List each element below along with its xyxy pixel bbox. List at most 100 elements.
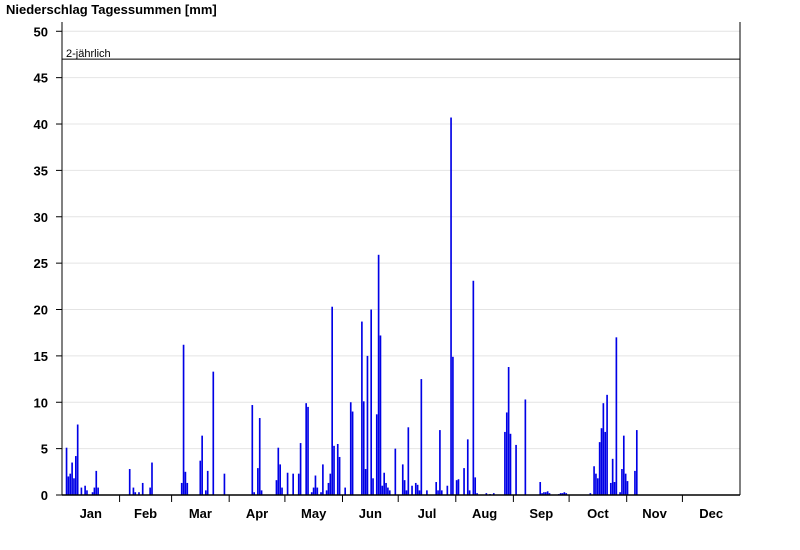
bar xyxy=(93,487,96,495)
bar xyxy=(338,456,341,495)
bar xyxy=(71,462,73,495)
bar xyxy=(372,478,374,495)
bar xyxy=(615,337,618,495)
bar xyxy=(565,493,568,495)
bar xyxy=(593,466,595,495)
bar xyxy=(611,458,614,495)
y-tick-label: 40 xyxy=(34,117,48,132)
bar xyxy=(635,430,638,495)
bar xyxy=(403,480,406,495)
reference-line-group: 2-jährlich xyxy=(62,48,740,60)
bar xyxy=(595,473,597,495)
x-tick-label: May xyxy=(301,506,327,521)
bar xyxy=(474,477,477,495)
bar xyxy=(463,468,465,495)
bar xyxy=(69,473,72,495)
bar xyxy=(305,403,307,495)
x-tick-label: Sep xyxy=(529,506,553,521)
gridlines xyxy=(62,30,740,450)
y-tick-label: 10 xyxy=(34,395,48,410)
bar xyxy=(132,487,135,495)
bar xyxy=(416,484,419,495)
bar xyxy=(212,371,215,495)
axes: 0 5 10 15 20 25 30 35 40 45 50 Jan Feb Mar Apr May Jun Ju… xyxy=(34,22,741,521)
bar xyxy=(297,473,300,495)
bar xyxy=(476,493,478,495)
bar xyxy=(379,335,382,495)
bar xyxy=(141,482,144,495)
bar xyxy=(457,479,460,495)
bar xyxy=(299,443,302,495)
bar xyxy=(515,444,517,495)
bar xyxy=(149,487,151,495)
bar xyxy=(257,468,259,495)
x-tick-label: Dec xyxy=(699,506,723,521)
bar xyxy=(75,456,77,495)
bar xyxy=(312,487,315,495)
bar xyxy=(351,411,354,495)
x-tick-label: Nov xyxy=(642,506,667,521)
bar xyxy=(344,487,347,495)
bar xyxy=(544,492,547,495)
bar xyxy=(84,485,86,495)
bar xyxy=(86,490,88,495)
bar xyxy=(405,490,408,495)
bar xyxy=(548,493,551,495)
bar xyxy=(205,490,207,495)
bar xyxy=(387,487,389,495)
bar xyxy=(600,428,603,495)
bar xyxy=(606,394,608,495)
bar xyxy=(292,473,294,495)
bar xyxy=(604,431,607,495)
bar xyxy=(316,487,319,495)
bar xyxy=(385,482,387,495)
bar xyxy=(281,487,283,495)
y-tick-label: 25 xyxy=(34,256,48,271)
bar xyxy=(260,490,263,495)
bar xyxy=(609,482,612,495)
bar xyxy=(314,475,317,495)
y-tick-label: 0 xyxy=(41,488,48,503)
bar xyxy=(472,280,475,495)
bar xyxy=(394,448,397,495)
bar xyxy=(201,435,203,495)
bar xyxy=(253,492,255,495)
bar xyxy=(251,405,254,495)
y-tick-label: 30 xyxy=(34,210,48,225)
bar xyxy=(286,472,289,495)
bar xyxy=(440,490,443,495)
bar-series xyxy=(65,117,638,495)
bar xyxy=(377,254,380,495)
bar xyxy=(138,492,140,495)
y-tick-label: 45 xyxy=(34,71,48,86)
y-tick-label: 50 xyxy=(34,24,48,39)
bar xyxy=(505,412,508,495)
bar xyxy=(362,401,365,495)
bar xyxy=(370,309,373,495)
bar xyxy=(596,478,599,495)
bar xyxy=(435,482,438,495)
bar xyxy=(329,473,332,495)
bar xyxy=(151,462,153,495)
bar xyxy=(375,414,378,495)
bar xyxy=(524,399,527,495)
bar xyxy=(466,439,469,495)
bar xyxy=(561,493,564,495)
y-tick-label: 35 xyxy=(34,163,48,178)
bar xyxy=(349,402,352,495)
bar xyxy=(279,464,281,495)
y-tick-label: 20 xyxy=(34,303,48,318)
bar xyxy=(543,492,545,495)
bar xyxy=(446,485,449,495)
bar xyxy=(414,482,417,495)
bar xyxy=(322,464,324,495)
bar xyxy=(381,485,384,495)
bar xyxy=(277,447,280,495)
bar xyxy=(206,470,209,495)
bar xyxy=(485,493,488,495)
bar xyxy=(134,492,137,495)
bar xyxy=(383,472,386,495)
bar xyxy=(310,492,313,495)
bar xyxy=(180,482,183,495)
bar xyxy=(333,445,335,495)
